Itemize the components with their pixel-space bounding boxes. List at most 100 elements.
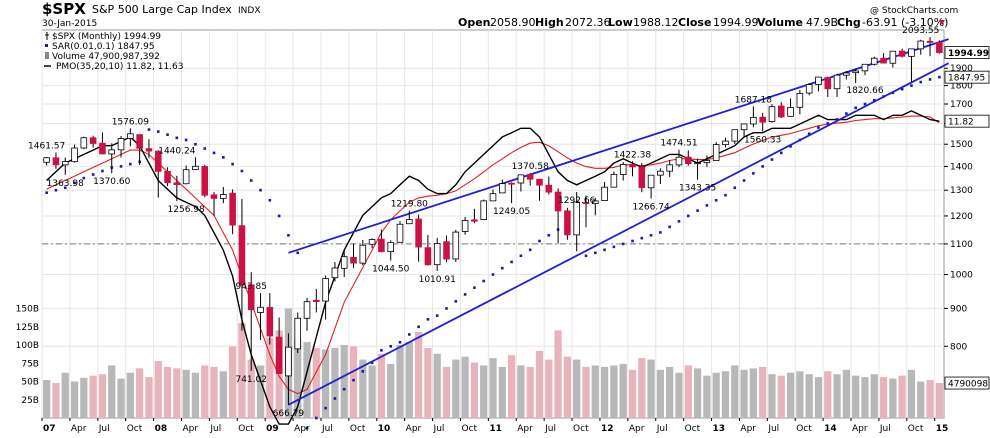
sar-dot bbox=[370, 361, 374, 365]
candle bbox=[443, 235, 450, 263]
candle-body bbox=[750, 116, 757, 125]
candle bbox=[238, 199, 246, 331]
volume-bars bbox=[43, 308, 943, 418]
sar-dot bbox=[761, 165, 764, 168]
sar-dot bbox=[603, 248, 606, 252]
volume-bar bbox=[926, 380, 934, 418]
volume-bar bbox=[526, 366, 534, 418]
time-tick-label: Jul bbox=[98, 424, 110, 434]
volume-bar bbox=[80, 377, 88, 418]
time-axis: 07 Apr Jul Oct 08 Apr Jul Oct 09 Apr Jul Oct 10 Apr Ju… bbox=[41, 418, 949, 434]
candle-body bbox=[843, 72, 850, 76]
sar-dot bbox=[696, 209, 699, 212]
price-tick-label: 1900 bbox=[950, 64, 973, 74]
volume-bar bbox=[731, 365, 739, 418]
volume-bar bbox=[879, 377, 888, 418]
candle bbox=[52, 152, 60, 169]
sar-dot bbox=[73, 181, 76, 185]
candle bbox=[917, 39, 925, 55]
sar-legend-icon bbox=[45, 44, 48, 47]
volume-bar bbox=[917, 381, 925, 418]
candle bbox=[471, 208, 478, 224]
volume-bar bbox=[833, 374, 841, 418]
volume-bar bbox=[480, 365, 488, 418]
sar-dot bbox=[473, 286, 476, 289]
candle-body bbox=[331, 267, 339, 279]
time-tick-label: 07 bbox=[43, 424, 56, 434]
candle bbox=[99, 132, 106, 155]
time-tick-label: Oct bbox=[238, 424, 254, 434]
sar-dot bbox=[528, 248, 532, 252]
high-label: High bbox=[535, 16, 564, 29]
candle-body bbox=[936, 42, 943, 53]
candle-body bbox=[926, 40, 934, 43]
sar-dot bbox=[166, 133, 169, 137]
legend-volume-text: Volume 47,900,987,392 bbox=[52, 52, 160, 62]
candle bbox=[210, 192, 218, 216]
time-tick-label: 12 bbox=[601, 424, 614, 434]
volume-bar bbox=[796, 371, 804, 418]
time-tick-label: 15 bbox=[936, 424, 949, 434]
candle-body bbox=[815, 76, 822, 85]
candle bbox=[285, 333, 292, 405]
candle-body bbox=[554, 191, 562, 212]
candle bbox=[908, 48, 915, 82]
volume-bar bbox=[470, 362, 479, 418]
candle-body bbox=[526, 174, 534, 180]
time-tick-label: Apr bbox=[740, 424, 756, 434]
sar-dot bbox=[807, 132, 811, 135]
sar-dot bbox=[147, 128, 151, 131]
sar-dot bbox=[668, 225, 671, 229]
candle bbox=[359, 239, 367, 266]
sar-dot bbox=[435, 314, 439, 317]
candle-body bbox=[601, 186, 608, 201]
volume-bar bbox=[98, 374, 107, 418]
symbol: $SPX bbox=[42, 0, 86, 18]
time-tick-label: Oct bbox=[461, 424, 477, 434]
candle bbox=[340, 249, 348, 278]
volume-bar bbox=[312, 347, 320, 418]
candle bbox=[145, 139, 153, 159]
volume-tick-label: 25B bbox=[21, 396, 39, 406]
candle-body bbox=[675, 156, 683, 166]
sar-dot bbox=[454, 300, 458, 303]
volume-bar bbox=[368, 365, 376, 418]
candle bbox=[833, 73, 841, 97]
candle bbox=[61, 157, 69, 175]
candle-body bbox=[210, 194, 218, 199]
right-axis-tags: 11.82 1994.99 1847.95 4790098 bbox=[944, 46, 990, 390]
axis-tag-price: 1994.99 bbox=[944, 46, 990, 59]
price-annotation: 1461.57 bbox=[28, 142, 65, 152]
axis-tag-box bbox=[944, 376, 990, 390]
time-tick-label: Jul bbox=[321, 424, 333, 434]
sar-dot bbox=[547, 233, 551, 237]
sar-dot bbox=[863, 102, 867, 106]
candle bbox=[108, 143, 116, 174]
legend: $SPX (Monthly) 1994.99 SAR(0.01,0.1) 184… bbox=[44, 32, 184, 72]
candle-body bbox=[889, 50, 897, 64]
candle-body bbox=[192, 165, 199, 171]
candle bbox=[313, 288, 320, 313]
volume-bar bbox=[563, 356, 572, 418]
sar-dot bbox=[817, 126, 820, 129]
sar-dot bbox=[463, 293, 467, 296]
volume-legend-icon bbox=[45, 52, 49, 59]
sar-dot bbox=[845, 112, 848, 115]
volume-bar bbox=[554, 330, 562, 418]
volume-tick-label: 150B bbox=[16, 305, 39, 315]
volume-bar bbox=[591, 365, 599, 418]
candle bbox=[759, 112, 766, 132]
pmo-line bbox=[46, 110, 940, 425]
volume-bar bbox=[424, 347, 432, 418]
sar-dot bbox=[789, 145, 792, 148]
candle bbox=[526, 173, 534, 186]
axis-tag-label: 11.82 bbox=[948, 118, 974, 128]
candle bbox=[350, 243, 357, 269]
price-annotation: 1249.05 bbox=[493, 207, 530, 217]
candle bbox=[461, 216, 469, 235]
volume-bar bbox=[201, 365, 209, 418]
candle bbox=[266, 293, 274, 345]
sar-dot bbox=[249, 179, 253, 182]
sar-dot bbox=[398, 340, 402, 344]
candle bbox=[694, 158, 701, 180]
